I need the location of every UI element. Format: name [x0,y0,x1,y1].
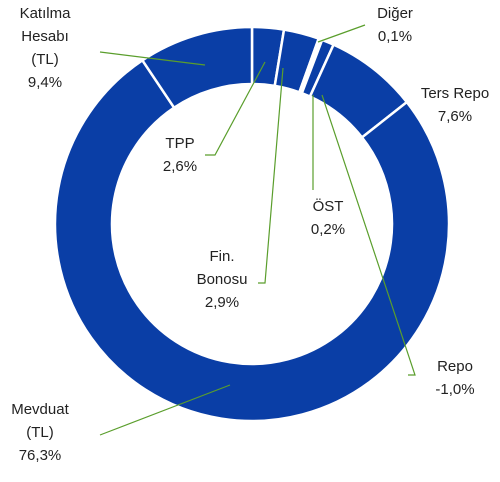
value-label: 2,9% [204,294,240,311]
leader-line [99,384,231,436]
category-name: ÖST [312,198,344,215]
slice [53,58,451,423]
leader-line [99,51,206,66]
category-name: Mevduat (TL) [11,401,69,441]
slice-label: ÖST 0,2% [303,195,353,241]
category-name: Ters Repo [420,85,490,102]
value-label: 0,1% [377,28,413,45]
category-name: Fin. Bonosu [196,248,248,288]
slice-label: Repo -1,0% [425,355,485,401]
category-name: TPP [165,135,195,152]
value-label: 2,6% [162,158,198,175]
leader-line [317,24,366,43]
category-name: Repo [437,358,473,375]
slice-label: TPP 2,6% [150,132,210,178]
category-name: Katılma Hesabı (TL) [19,5,71,68]
slice-label: Katılma Hesabı (TL) 9,4% [8,2,82,94]
slice-label: Diğer 0,1% [365,2,425,48]
value-label: 0,2% [310,221,346,238]
leader-line [205,61,266,156]
value-label: 76,3% [18,447,62,464]
slice-label: Mevduat (TL) 76,3% [0,398,80,467]
value-label: -1,0% [435,381,475,398]
value-label: 9,4% [27,74,63,91]
leader-line [258,67,284,284]
leader-line [321,94,416,376]
slice-label: Fin. Bonosu 2,9% [192,245,252,314]
slice [140,25,254,110]
value-label: 7,6% [437,108,473,125]
category-name: Diğer [377,5,413,22]
slice-label: Ters Repo 7,6% [410,82,500,128]
